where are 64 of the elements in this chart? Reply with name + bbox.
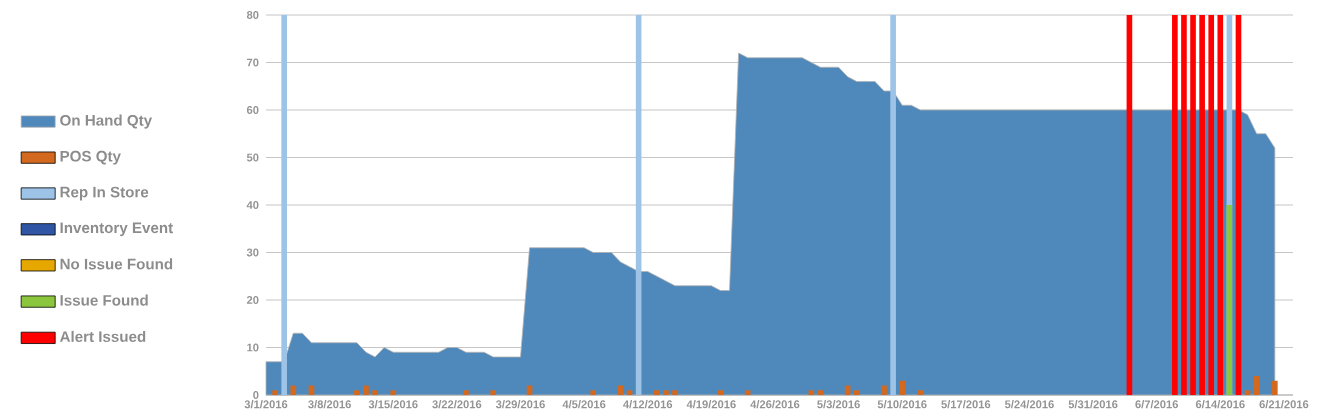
bar [717,390,724,395]
legend-label: Rep In Store [60,186,149,201]
bar [1217,15,1224,395]
bar [663,390,669,395]
x-tick-label: 4/5/2016 [562,400,606,409]
x-tick-label: 3/15/2016 [368,400,418,409]
bar [272,390,278,395]
bar [390,390,397,395]
y-tick-label: 30 [246,248,259,257]
x-tick-label: 4/26/2016 [750,400,800,409]
y-tick-label: 0 [253,391,259,399]
bar [917,390,924,395]
bar [853,390,860,395]
bar [1190,15,1196,395]
bar [1181,15,1187,395]
x-tick-label: 5/10/2016 [877,400,927,409]
bar [881,385,887,395]
x-tick-label: 3/8/2016 [308,400,351,409]
bar [653,390,660,395]
bar [1272,380,1278,395]
legend-label: On Hand Qty [60,114,153,129]
bar [590,390,597,395]
x-tick-label: 6/21/2016 [1259,400,1309,409]
x-tick-label: 3/29/2016 [495,400,545,409]
y-tick-label: 10 [247,343,259,352]
bar [463,390,469,395]
bar [363,385,369,395]
bar [281,15,287,395]
y-tick-label: 60 [246,106,259,114]
x-tick-label: 4/19/2016 [686,400,736,409]
bar [890,15,896,395]
bar [354,390,360,395]
x-tick-label: 5/17/2016 [941,400,991,409]
x-tick-label: 5/31/2016 [1068,400,1118,409]
bar [744,390,751,395]
x-tick-label: 3/1/2016 [244,400,288,409]
y-tick-label: 50 [246,153,259,162]
bar [817,390,824,395]
bar [1199,15,1205,395]
legend-label: Alert Issued [59,330,146,343]
y-tick-label: 70 [247,58,259,67]
bar [1208,15,1215,395]
legend-label: Issue Found [60,294,148,306]
bar [1172,15,1178,395]
bar [672,390,678,395]
bar [490,390,497,395]
bar [626,390,633,395]
legend-label: Inventory Event [60,222,173,237]
y-tick-label: 20 [246,296,259,304]
y-tick-label: 80 [246,11,259,19]
legend-label: No Issue Found [60,258,173,270]
x-tick-label: 6/14/2016 [1195,400,1245,409]
x-tick-label: 3/22/2016 [432,400,482,409]
x-tick-label: 5/24/2016 [1004,400,1054,409]
bar [290,385,297,395]
bar [899,380,906,395]
bar [1244,390,1251,395]
x-tick-label: 4/12/2016 [623,400,673,409]
legend-label: POS Qty [60,150,121,165]
bar [372,390,378,395]
x-tick-label: 5/3/2016 [817,400,860,409]
x-tick-label: 6/7/2016 [1135,400,1178,409]
bar [808,390,815,395]
y-tick-label: 40 [246,201,259,209]
